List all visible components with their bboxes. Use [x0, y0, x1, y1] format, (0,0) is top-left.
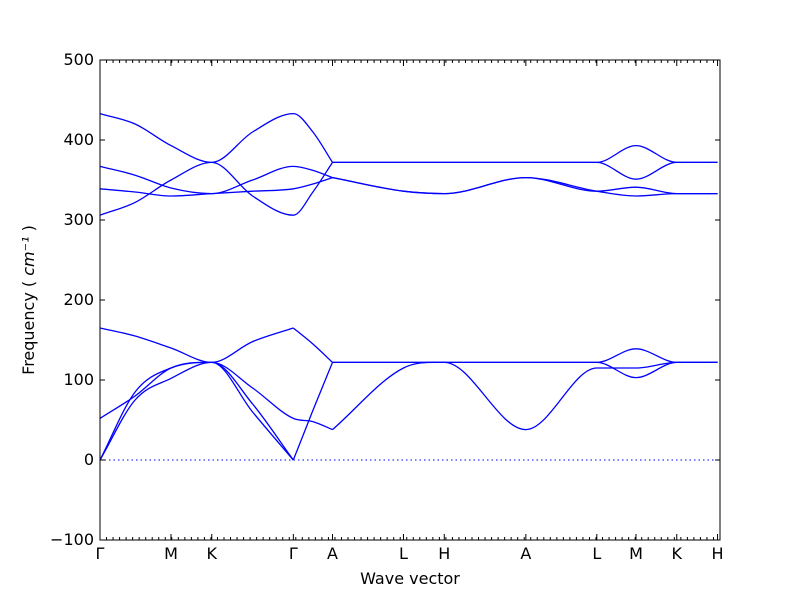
phonon-band-11: [99, 112, 334, 164]
y-tick-label: 100: [63, 370, 94, 389]
phonon-band-2: [99, 361, 294, 461]
x-tick-label: Γ: [289, 544, 298, 563]
x-tick-label: Γ: [96, 544, 105, 563]
y-axis-ticks: −100 0 100 200 300 400 500: [50, 50, 720, 549]
phonon-band-16: [332, 144, 718, 164]
phonon-band-1: [99, 361, 294, 461]
phonon-band-13: [99, 176, 333, 197]
phonon-band-6: [292, 327, 333, 363]
y-axis-label-open-paren: (: [19, 281, 38, 287]
phonon-band-15: [332, 176, 718, 197]
x-tick-label: L: [399, 544, 408, 563]
phonon-band-17: [332, 161, 718, 180]
y-tick-label: 400: [63, 130, 94, 149]
phonon-band-12: [99, 165, 333, 195]
phonon-band-3: [99, 361, 333, 431]
phonon-band-9: [332, 348, 718, 364]
x-tick-label: L: [592, 544, 601, 563]
x-tick-label: K: [207, 544, 218, 563]
y-axis-label-text: Frequency: [19, 292, 38, 375]
y-tick-label: −100: [50, 530, 94, 549]
x-tick-label: M: [164, 544, 178, 563]
x-tick-label: M: [629, 544, 643, 563]
y-tick-label: 200: [63, 290, 94, 309]
y-axis-unit: cm⁻¹: [19, 237, 38, 276]
y-tick-label: 300: [63, 210, 94, 229]
x-tick-label: K: [672, 544, 683, 563]
y-tick-label: 0: [84, 450, 94, 469]
phonon-band-10: [99, 161, 334, 216]
x-tick-label: A: [520, 544, 531, 563]
plot-frame: [99, 59, 721, 541]
bands-group: [99, 112, 718, 461]
phonon-band-14: [332, 176, 718, 195]
x-tick-label: A: [327, 544, 338, 563]
x-axis-label: Wave vector: [360, 569, 460, 588]
x-tick-label: H: [438, 544, 450, 563]
x-tick-label: H: [712, 544, 724, 563]
phonon-band-7: [332, 361, 718, 431]
y-axis-label: Frequency ( cm⁻¹ ): [19, 225, 38, 375]
y-axis-label-close-paren: ): [19, 225, 38, 231]
y-tick-label: 500: [63, 50, 94, 69]
phonon-band-4: [99, 327, 294, 364]
phonon-band-5: [292, 362, 334, 461]
